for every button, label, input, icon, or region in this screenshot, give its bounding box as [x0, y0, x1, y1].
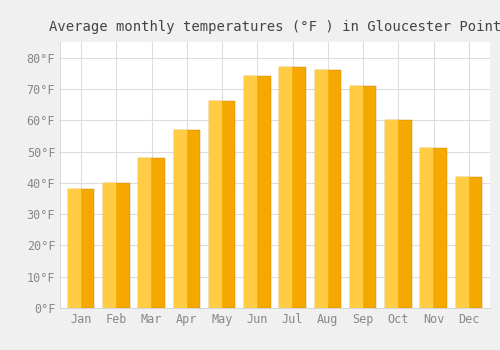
Bar — [138, 158, 150, 308]
Bar — [314, 70, 326, 308]
Bar — [103, 183, 115, 308]
Bar — [209, 102, 221, 308]
Bar — [385, 120, 411, 308]
Bar — [456, 176, 482, 308]
Title: Average monthly temperatures (°F ) in Gloucester Point: Average monthly temperatures (°F ) in Gl… — [49, 20, 500, 34]
Bar — [174, 130, 186, 308]
Bar — [420, 148, 447, 308]
Bar — [138, 158, 165, 308]
Bar — [209, 102, 236, 308]
Bar — [68, 189, 94, 308]
Bar — [350, 86, 376, 308]
Bar — [350, 86, 362, 308]
Bar — [456, 176, 468, 308]
Bar — [280, 67, 306, 308]
Bar — [420, 148, 432, 308]
Bar — [280, 67, 291, 308]
Bar — [68, 189, 80, 308]
Bar — [103, 183, 130, 308]
Bar — [244, 76, 256, 308]
Bar — [385, 120, 397, 308]
Bar — [174, 130, 200, 308]
Bar — [244, 76, 270, 308]
Bar — [314, 70, 341, 308]
